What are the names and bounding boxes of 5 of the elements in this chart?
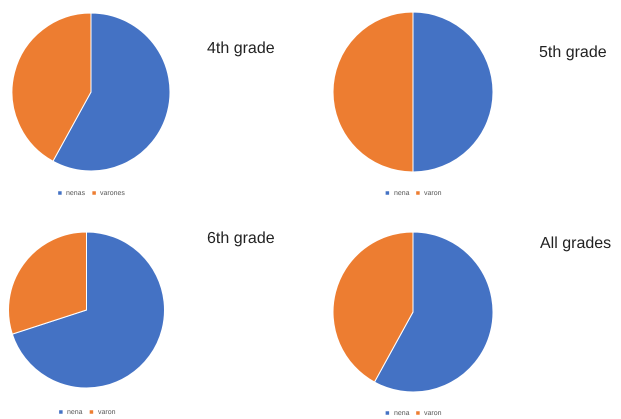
pie-slice: [12, 232, 165, 388]
text: 5th grade: [539, 44, 607, 61]
text: 4th grade: [207, 40, 275, 57]
text: 6th grade: [207, 230, 275, 247]
text: All grades: [540, 235, 612, 252]
